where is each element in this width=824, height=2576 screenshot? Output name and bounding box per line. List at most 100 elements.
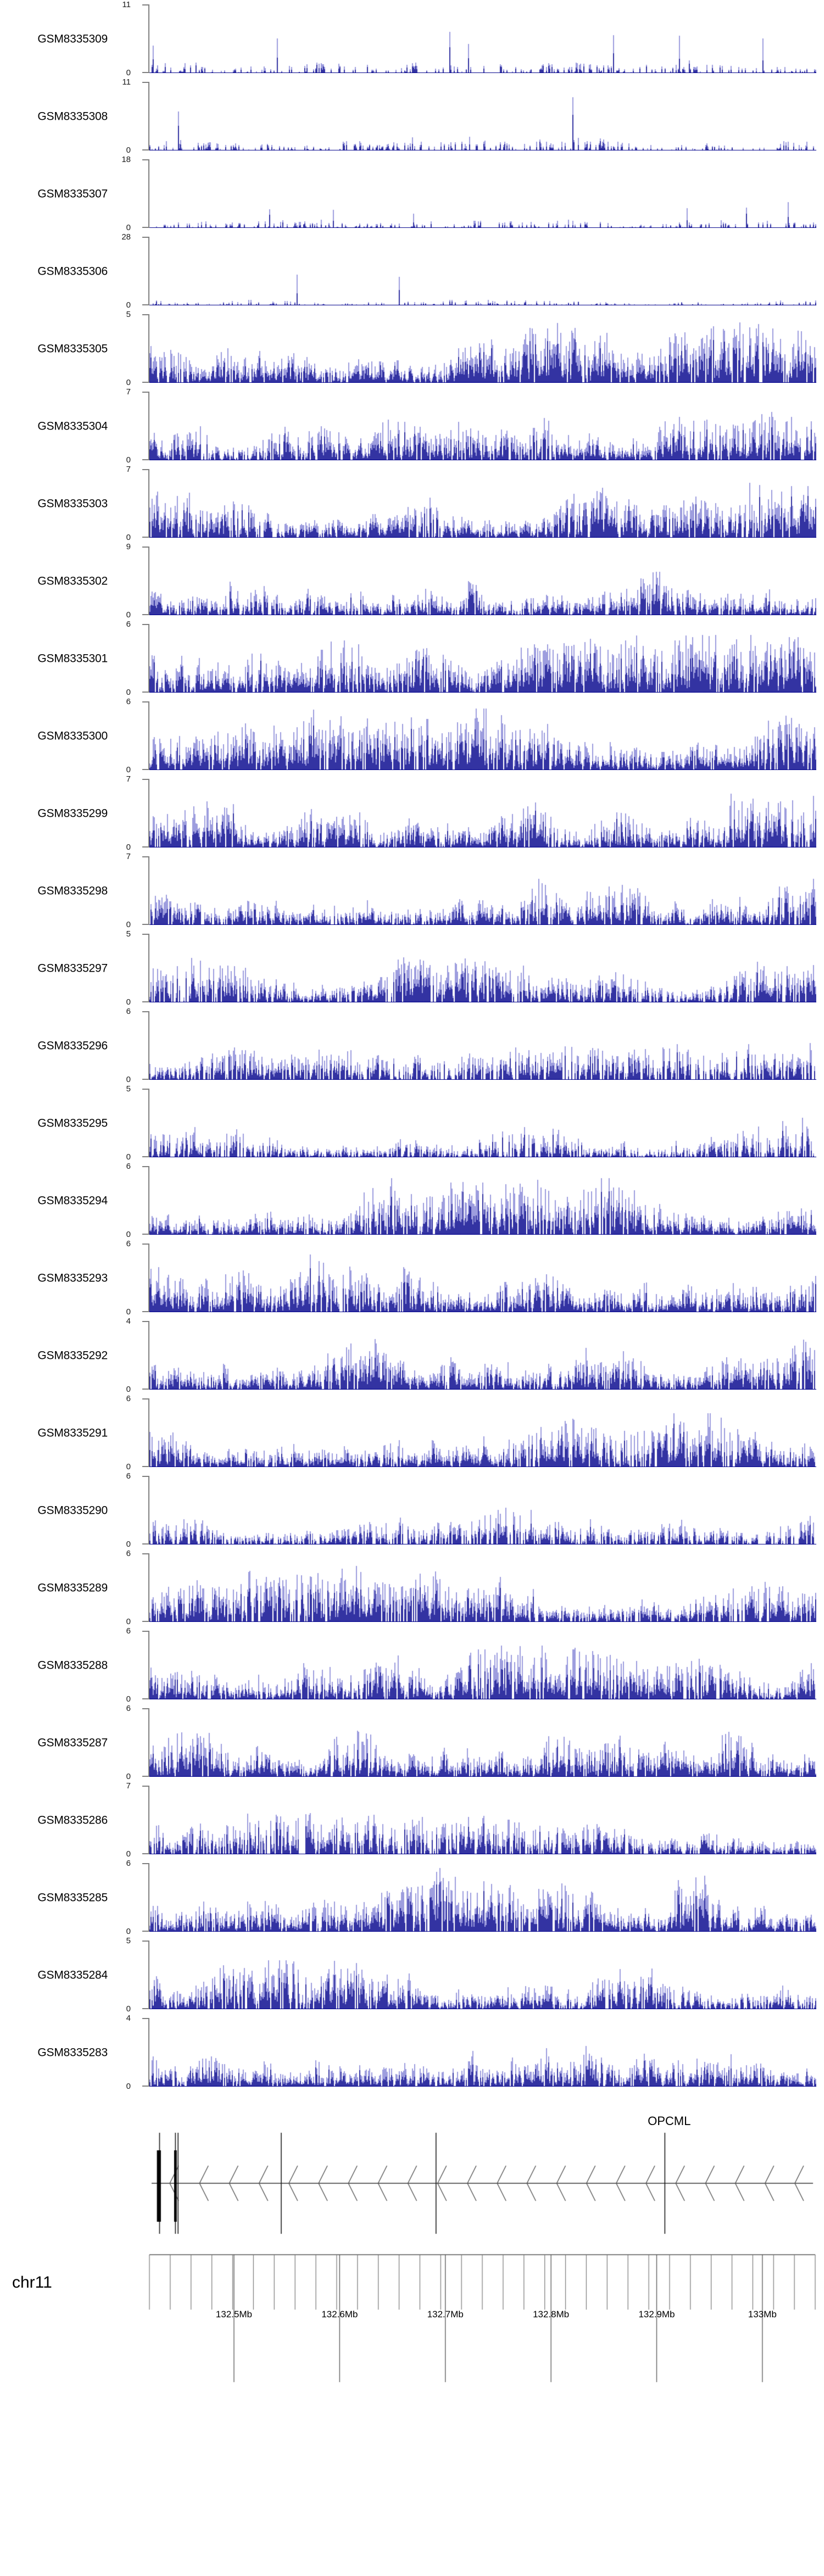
track-label: GSM8335305 <box>37 342 108 355</box>
y-axis-max-label: 7 <box>126 387 131 397</box>
track-label: GSM8335294 <box>37 1194 108 1207</box>
gene-model-graphic <box>148 2091 816 2250</box>
y-axis-max-label: 28 <box>121 232 131 242</box>
y-axis-min-label: 0 <box>126 300 131 310</box>
coverage-histogram <box>149 1166 816 1235</box>
y-axis-line <box>142 856 149 925</box>
coverage-track[interactable]: GSM8335297 5 0 <box>0 929 824 1007</box>
y-axis-tick-top <box>142 701 149 702</box>
y-axis-tick-bottom <box>142 614 149 615</box>
y-axis-min-label: 0 <box>126 1385 131 1394</box>
y-axis-line <box>142 1089 149 1157</box>
y-axis-line <box>142 701 149 770</box>
y-axis-tick-top <box>142 1398 149 1399</box>
coverage-track[interactable]: GSM8335285 6 0 <box>0 1859 824 1936</box>
coverage-track[interactable]: GSM8335289 6 0 <box>0 1549 824 1626</box>
coverage-track[interactable]: GSM8335306 28 0 <box>0 232 824 310</box>
y-axis-max-label: 6 <box>126 1626 131 1636</box>
y-axis-min-label: 0 <box>126 1152 131 1162</box>
coverage-track[interactable]: GSM8335307 18 0 <box>0 155 824 232</box>
y-axis-tick-bottom <box>142 846 149 847</box>
coverage-track[interactable]: GSM8335301 6 0 <box>0 620 824 697</box>
coverage-histogram <box>149 392 816 460</box>
coverage-track[interactable]: GSM8335284 5 0 <box>0 1936 824 2014</box>
y-axis-min-label: 0 <box>126 533 131 542</box>
coverage-track[interactable]: GSM8335303 7 0 <box>0 465 824 542</box>
y-axis-max-label: 6 <box>126 1549 131 1558</box>
coverage-track[interactable]: GSM8335288 6 0 <box>0 1626 824 1704</box>
y-axis-max-label: 6 <box>126 1239 131 1248</box>
track-label: GSM8335295 <box>37 1117 108 1129</box>
coverage-track[interactable]: GSM8335305 5 0 <box>0 310 824 387</box>
y-axis-tick-bottom <box>142 692 149 693</box>
coverage-histogram <box>149 1244 816 1312</box>
y-axis-max-label: 7 <box>126 465 131 474</box>
coverage-track[interactable]: GSM8335299 7 0 <box>0 774 824 852</box>
y-axis-max-label: 7 <box>126 852 131 861</box>
coverage-track[interactable]: GSM8335296 6 0 <box>0 1007 824 1084</box>
coverage-track[interactable]: GSM8335302 9 0 <box>0 542 824 620</box>
y-axis-max-label: 7 <box>126 1781 131 1791</box>
y-axis-tick-top <box>142 1476 149 1477</box>
y-axis-tick-top <box>142 159 149 160</box>
coverage-histogram <box>149 1321 816 1390</box>
track-label: GSM8335304 <box>37 420 108 432</box>
track-plot-area: 11 0 <box>122 1 816 77</box>
y-axis-max-label: 5 <box>126 929 131 939</box>
y-axis-line <box>142 624 149 693</box>
coverage-track[interactable]: GSM8335293 6 0 <box>0 1239 824 1317</box>
coverage-histogram <box>149 237 816 305</box>
coverage-track[interactable]: GSM8335295 5 0 <box>0 1084 824 1162</box>
y-axis-line <box>142 4 149 73</box>
track-label: GSM8335301 <box>37 652 108 665</box>
coverage-histogram <box>149 1553 816 1622</box>
coverage-track[interactable]: GSM8335300 6 0 <box>0 697 824 774</box>
y-axis-tick-bottom <box>142 382 149 383</box>
coverage-histogram <box>149 934 816 1002</box>
coverage-track[interactable]: GSM8335292 4 0 <box>0 1317 824 1394</box>
coverage-histogram <box>149 624 816 693</box>
genome-axis-tick-label: 132.6Mb <box>321 2309 358 2319</box>
y-axis-min-label: 0 <box>126 378 131 387</box>
y-axis-tick-bottom <box>142 2086 149 2087</box>
y-axis-min-label: 0 <box>126 223 131 232</box>
y-axis-max-label: 5 <box>126 1084 131 1094</box>
coverage-histogram <box>149 2018 816 2087</box>
gene-name-label: OPCML <box>648 2114 691 2128</box>
coverage-track[interactable]: GSM8335291 6 0 <box>0 1394 824 1471</box>
y-axis-max-label: 4 <box>126 2014 131 2023</box>
coverage-histogram <box>149 469 816 538</box>
y-axis-max-label: 11 <box>122 0 131 9</box>
y-axis-line <box>142 159 149 228</box>
y-axis-line <box>142 1398 149 1467</box>
coverage-track[interactable]: GSM8335304 7 0 <box>0 387 824 465</box>
coverage-track[interactable]: GSM8335298 7 0 <box>0 852 824 929</box>
coverage-histogram <box>149 1476 816 1545</box>
coverage-track[interactable]: GSM8335283 4 0 <box>0 2014 824 2091</box>
y-axis-min-label: 0 <box>126 1307 131 1317</box>
y-axis-tick-bottom <box>142 1079 149 1080</box>
gene-annotation-track[interactable]: OPCML <box>0 2091 824 2250</box>
coverage-track[interactable]: GSM8335286 7 0 <box>0 1781 824 1859</box>
y-axis-min-label: 0 <box>126 1772 131 1781</box>
y-axis-tick-top <box>142 1166 149 1167</box>
y-axis-tick-bottom <box>142 2008 149 2009</box>
coverage-track[interactable]: GSM8335309 11 0 <box>0 0 824 77</box>
coverage-track[interactable]: GSM8335308 11 0 <box>0 77 824 155</box>
y-axis-min-label: 0 <box>126 2004 131 2014</box>
coverage-track[interactable]: GSM8335290 6 0 <box>0 1471 824 1549</box>
y-axis-line <box>142 1166 149 1235</box>
y-axis-tick-bottom <box>142 537 149 538</box>
coverage-track[interactable]: GSM8335287 6 0 <box>0 1704 824 1781</box>
y-axis-line <box>142 1631 149 1699</box>
y-axis-min-label: 0 <box>126 455 131 465</box>
coverage-track[interactable]: GSM8335294 6 0 <box>0 1162 824 1239</box>
y-axis-min-label: 0 <box>126 1462 131 1471</box>
track-label: GSM8335293 <box>37 1272 108 1284</box>
